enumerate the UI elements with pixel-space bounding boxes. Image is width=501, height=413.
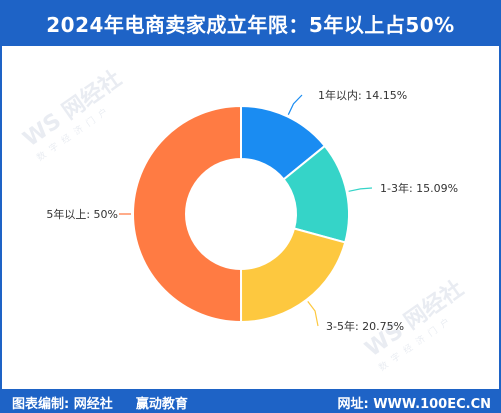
leader-line-3	[307, 301, 319, 327]
footer-editor-org2: 赢动教育	[135, 397, 188, 412]
slice-label-4: 5年以上: 50%	[46, 207, 118, 221]
slice-label-2: 1-3年: 15.09%	[380, 181, 458, 195]
footer-website-value: WWW.100EC.CN	[373, 397, 491, 412]
leader-line-1	[287, 94, 303, 115]
footer-website: 网址: WWW.100EC.CN	[337, 393, 491, 412]
donut-chart: 1年以内: 14.15% 1-3年: 15.09% 3-5年: 20.75% 5年以上…	[46, 88, 458, 333]
slice-4	[132, 104, 243, 324]
leader-line-2	[348, 187, 373, 192]
footer-editor-label: 图表编制:	[12, 397, 70, 412]
footer-editor-org1: 网经社	[73, 397, 113, 412]
footer-editor: 图表编制: 网经社 赢动教育	[12, 393, 188, 412]
slice-label-3: 3-5年: 20.75%	[326, 319, 404, 333]
footer-website-label: 网址:	[337, 397, 369, 412]
chart-title: 2024年电商卖家成立年限：5年以上占50%	[0, 0, 501, 46]
slice-label-1: 1年以内: 14.15%	[318, 88, 407, 102]
slice-3	[240, 227, 347, 324]
footer-bar: 图表编制: 网经社 赢动教育 网址: WWW.100EC.CN	[0, 389, 501, 413]
